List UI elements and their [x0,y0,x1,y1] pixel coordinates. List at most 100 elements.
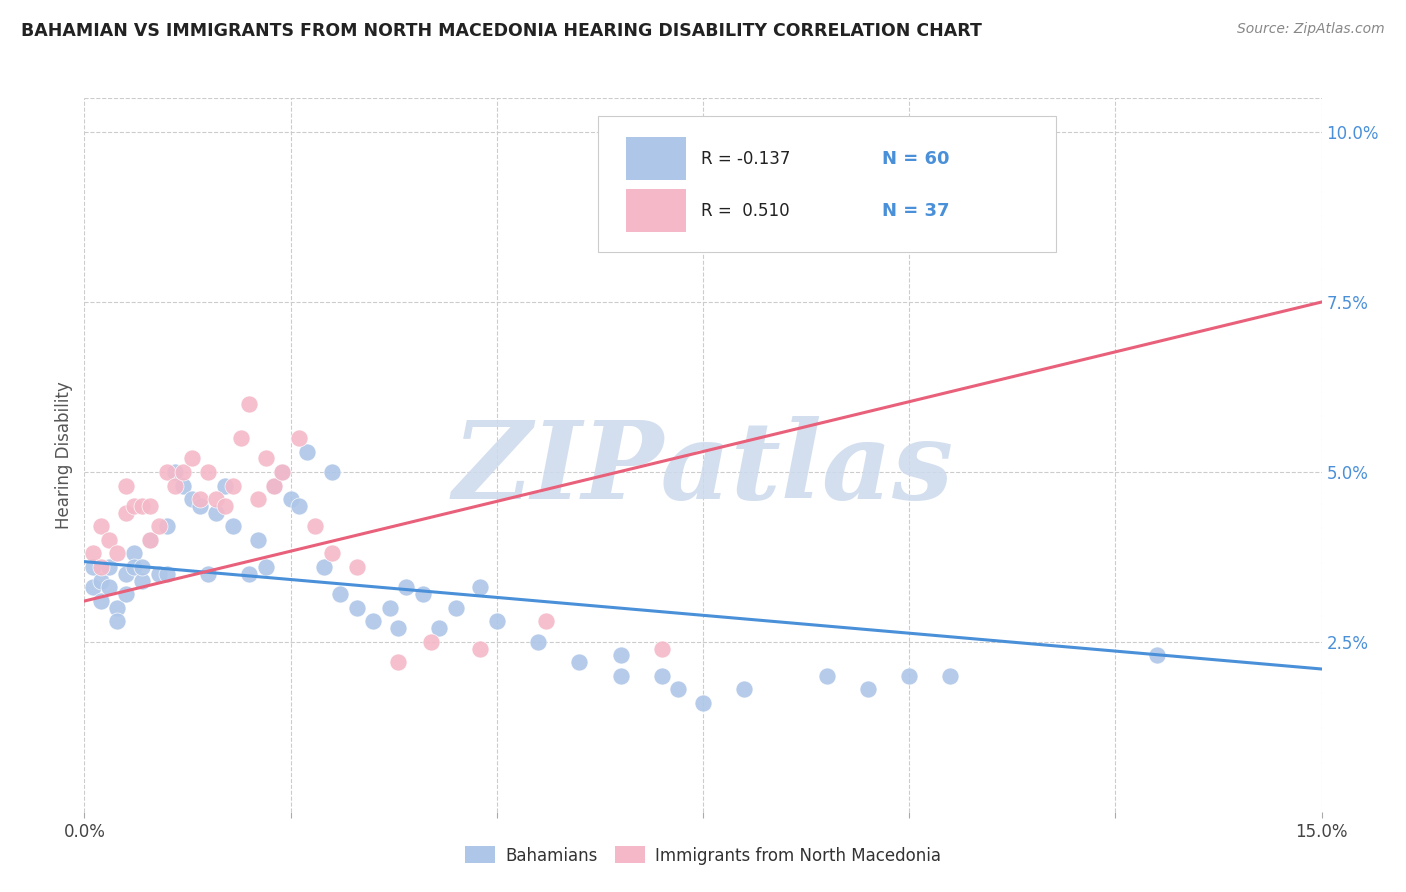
Point [122,560,145,574]
Text: R =  0.510: R = 0.510 [700,202,789,219]
Point [90,574,112,588]
Point [609,648,631,663]
Point [139,533,162,547]
Text: N = 37: N = 37 [883,202,950,219]
Point [188,492,211,507]
Point [898,669,921,683]
Point [98,533,121,547]
Point [156,465,179,479]
Point [105,615,128,629]
Point [122,546,145,560]
Point [114,506,136,520]
Text: ZIPatlas: ZIPatlas [453,417,953,522]
Point [165,465,187,479]
Point [651,641,673,656]
Point [321,546,343,560]
Point [148,566,170,581]
Point [246,533,269,547]
Point [90,560,112,574]
Point [222,478,245,492]
Point [304,519,326,533]
Point [114,566,136,581]
Y-axis label: Hearing Disability: Hearing Disability [55,381,73,529]
Point [90,519,112,533]
Point [536,615,558,629]
Point [131,560,153,574]
Point [197,465,219,479]
Point [172,478,194,492]
Point [346,600,368,615]
Point [387,621,409,635]
Point [939,669,962,683]
Point [165,478,187,492]
Point [131,574,153,588]
Point [666,682,689,697]
Point [238,397,260,411]
Point [527,635,550,649]
Point [280,492,302,507]
Point [470,581,492,595]
Point [105,600,128,615]
Point [444,600,467,615]
Point [485,615,508,629]
Point [214,499,236,513]
Point [361,615,384,629]
Point [263,478,285,492]
FancyBboxPatch shape [626,189,686,232]
Point [692,696,714,710]
Text: Source: ZipAtlas.com: Source: ZipAtlas.com [1237,22,1385,37]
Point [288,499,311,513]
Point [246,492,269,507]
Point [609,669,631,683]
Point [98,560,121,574]
Point [214,478,236,492]
FancyBboxPatch shape [626,137,686,180]
Point [1146,648,1168,663]
Point [470,641,492,656]
Point [114,478,136,492]
Point [156,566,179,581]
Point [205,492,228,507]
Point [188,499,211,513]
Point [271,465,294,479]
Point [312,560,335,574]
Point [271,465,294,479]
Point [329,587,352,601]
Point [815,669,838,683]
Point [180,451,202,466]
Point [254,451,277,466]
Point [172,465,194,479]
Point [651,669,673,683]
Point [412,587,434,601]
Point [395,581,418,595]
Point [82,581,104,595]
Point [346,560,368,574]
Point [321,465,343,479]
Point [122,499,145,513]
Point [98,581,121,595]
Point [263,478,285,492]
Point [90,594,112,608]
Point [82,546,104,560]
Point [295,444,318,458]
Point [222,519,245,533]
Point [427,621,450,635]
Point [856,682,879,697]
FancyBboxPatch shape [598,116,1056,252]
Point [148,519,170,533]
Text: N = 60: N = 60 [883,150,950,168]
Point [733,682,755,697]
Point [815,172,838,186]
Point [131,499,153,513]
Point [114,587,136,601]
Point [238,566,260,581]
Point [197,566,219,581]
Point [180,492,202,507]
Legend: Bahamians, Immigrants from North Macedonia: Bahamians, Immigrants from North Macedon… [458,839,948,871]
Point [82,560,104,574]
Point [139,499,162,513]
Point [254,560,277,574]
Text: R = -0.137: R = -0.137 [700,150,790,168]
Point [288,431,311,445]
Text: BAHAMIAN VS IMMIGRANTS FROM NORTH MACEDONIA HEARING DISABILITY CORRELATION CHART: BAHAMIAN VS IMMIGRANTS FROM NORTH MACEDO… [21,22,981,40]
